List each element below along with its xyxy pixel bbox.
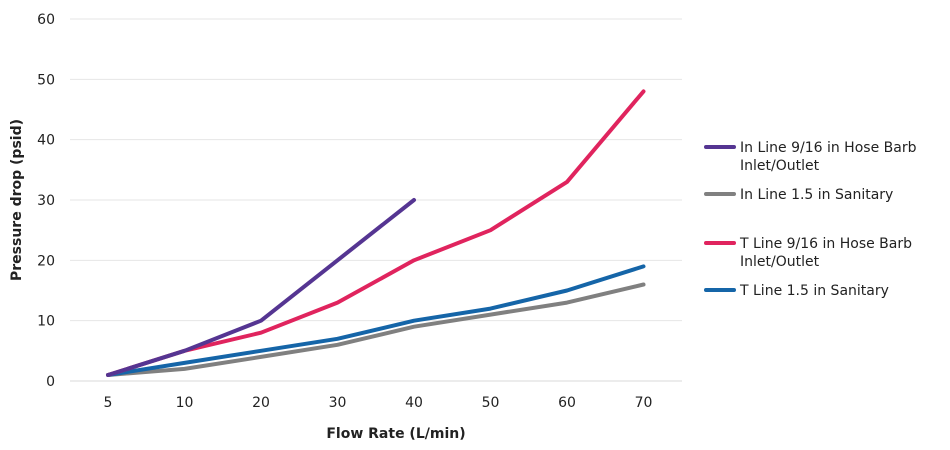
- x-tick-label: 50: [482, 395, 500, 411]
- x-tick-label: 70: [635, 395, 653, 411]
- y-tick-label: 20: [37, 253, 55, 269]
- y-axis-title: Pressure drop (psid): [9, 119, 25, 281]
- series-line-3: [106, 89, 646, 377]
- x-tick-label: 5: [104, 395, 113, 411]
- legend-label: Inlet/Outlet: [740, 254, 820, 270]
- legend-label: T Line 9/16 in Hose Barb: [739, 236, 912, 252]
- x-tick-label: 20: [252, 395, 270, 411]
- y-tick-label: 60: [37, 12, 55, 28]
- legend-label: In Line 9/16 in Hose Barb: [740, 140, 917, 156]
- series-line-4: [106, 264, 646, 377]
- y-tick-label: 10: [37, 314, 55, 330]
- x-tick-label: 10: [176, 395, 194, 411]
- legend-label: In Line 1.5 in Sanitary: [740, 187, 893, 203]
- legend-label: T Line 1.5 in Sanitary: [739, 283, 889, 299]
- x-tick-label: 30: [329, 395, 347, 411]
- y-tick-label: 30: [37, 193, 55, 209]
- series-lines: [106, 89, 646, 377]
- series-line-1: [106, 198, 416, 377]
- x-tick-label: 40: [405, 395, 423, 411]
- legend-item-3: T Line 9/16 in Hose Barb Inlet/Outlet: [704, 236, 912, 270]
- legend: In Line 9/16 in Hose BarbInlet/OutletIn …: [704, 140, 917, 299]
- series-line-2: [106, 282, 646, 377]
- y-tick-label: 50: [37, 72, 55, 88]
- x-axis-title: Flow Rate (L/min): [326, 426, 465, 442]
- gridlines: [70, 18, 682, 322]
- y-axis-tick-labels: 0 10 20 30 40 50 60: [37, 12, 55, 390]
- x-tick-label: 60: [558, 395, 576, 411]
- legend-label: Inlet/Outlet: [740, 158, 820, 174]
- legend-item-2: In Line 1.5 in Sanitary: [704, 187, 893, 203]
- legend-item-4: T Line 1.5 in Sanitary: [704, 283, 889, 299]
- x-axis-tick-labels: 5 10 20 30 40 50 60 70: [104, 395, 653, 411]
- y-tick-label: 40: [37, 133, 55, 149]
- y-tick-label: 0: [46, 374, 55, 390]
- legend-item-1: In Line 9/16 in Hose Barb Inlet/Outlet: [704, 140, 917, 174]
